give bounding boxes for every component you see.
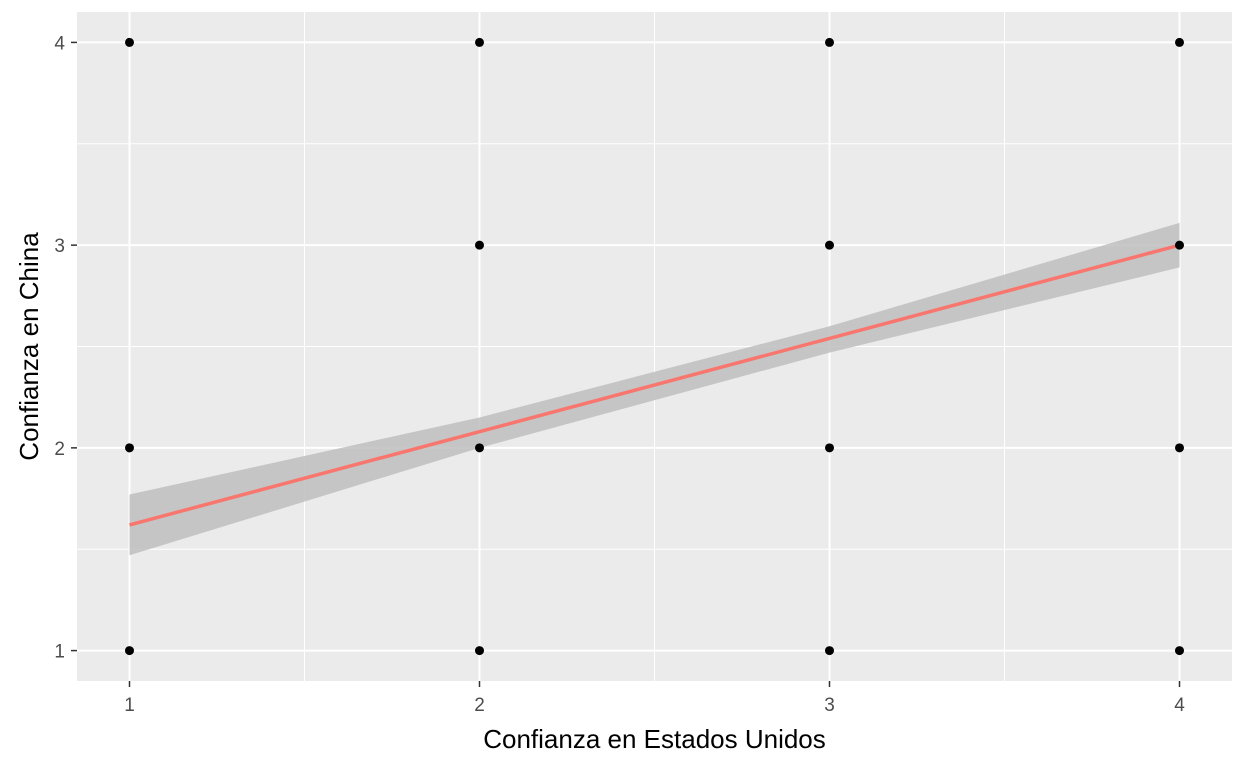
data-point (125, 443, 134, 453)
y-tick-label: 1 (54, 642, 65, 663)
major-gridlines (77, 12, 1232, 681)
data-points (125, 37, 1184, 656)
data-point (1175, 37, 1184, 47)
data-point (1175, 646, 1184, 656)
data-point (475, 240, 484, 250)
x-tick-label: 1 (124, 695, 135, 716)
data-point (825, 646, 834, 656)
data-point (1175, 240, 1184, 250)
y-axis-ticks: 1 2 3 4 (54, 33, 77, 663)
y-tick-label: 3 (54, 236, 65, 257)
y-axis-title: Confianza en China (14, 232, 44, 461)
x-axis-title: Confianza en Estados Unidos (483, 724, 826, 754)
data-point (825, 37, 834, 47)
x-axis-ticks: 1 2 3 4 (124, 681, 1185, 716)
data-point (475, 37, 484, 47)
y-tick-label: 4 (54, 33, 65, 54)
confidence-band (129, 222, 1180, 556)
minor-gridlines (77, 12, 1232, 681)
data-point (475, 443, 484, 453)
data-point (825, 443, 834, 453)
x-tick-label: 2 (474, 695, 485, 716)
data-point (125, 37, 134, 47)
data-point (1175, 443, 1184, 453)
data-point (825, 240, 834, 250)
y-tick-label: 2 (54, 439, 65, 460)
x-tick-label: 3 (824, 695, 835, 716)
data-point (125, 646, 134, 656)
data-point (475, 646, 484, 656)
trend-line (129, 243, 1180, 527)
x-tick-label: 4 (1174, 695, 1185, 716)
